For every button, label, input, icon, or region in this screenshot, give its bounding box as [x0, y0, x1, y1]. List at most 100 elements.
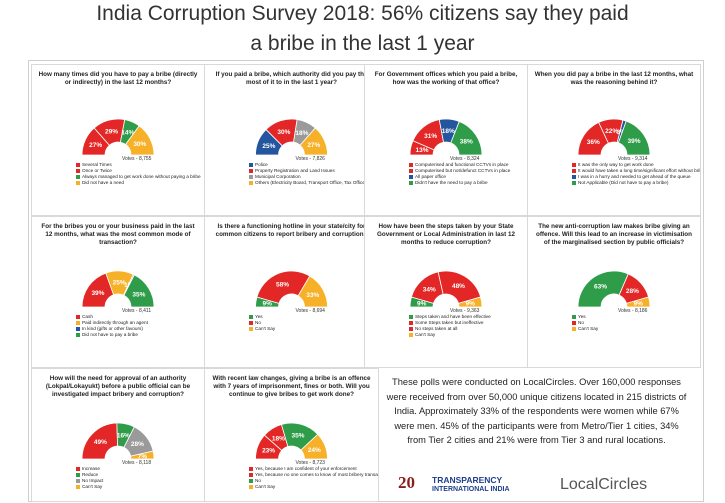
- slice-label-3: 48%: [452, 283, 465, 290]
- legend-swatch: [249, 466, 253, 471]
- legend-swatch: [409, 168, 413, 173]
- chart-panel-3: For Government offices which you paid a …: [364, 64, 528, 216]
- legend-item: Yes, because I am confident of your enfo…: [249, 466, 378, 472]
- page-title-line-2: a bribe in the last 1 year: [250, 32, 475, 55]
- legend-label: Reduce: [82, 472, 99, 478]
- legend-item: Yes: [249, 314, 275, 320]
- legend-item: Once or Twice: [76, 168, 201, 174]
- legend-item: Paid indirectly through an agent: [76, 320, 148, 326]
- legend-item: Can't Say: [249, 326, 275, 332]
- legend-label: Not Applicable (Did not have to pay a br…: [578, 180, 669, 186]
- chart-panel-9: How will the need for approval of an aut…: [31, 368, 205, 502]
- legend-swatch: [76, 314, 80, 319]
- votes-label: Votes - 8,723: [296, 460, 326, 466]
- legend-item: Municipal Corporation: [249, 174, 377, 180]
- legend-label: Yes, because I am confident of your enfo…: [255, 466, 357, 471]
- legend-swatch: [572, 320, 576, 325]
- legend-swatch: [409, 320, 413, 325]
- slice-label-4: 38%: [460, 138, 473, 145]
- slice-label-4: 7%: [138, 454, 148, 461]
- legend-item: It would have taken a long time/signific…: [572, 168, 701, 174]
- slice-label-2: 34%: [423, 286, 436, 293]
- slice-4: [450, 121, 483, 156]
- legend-swatch: [572, 162, 576, 167]
- legend-item: No: [249, 478, 378, 484]
- slice-4: [457, 296, 483, 308]
- legend: Computerised and functional CCTVs in pla…: [409, 162, 510, 186]
- legend-label: Always managed to get work done without …: [82, 174, 201, 180]
- slice-label-1: 63%: [594, 284, 607, 291]
- legend: Yes, because I am confident of your enfo…: [249, 466, 379, 490]
- legend: Yes No Can't Say: [249, 314, 275, 332]
- legend-label: Paid indirectly through an agent: [82, 320, 148, 326]
- semi-donut-chart: 13% 31% 18% 38% Votes - 8,324: [409, 118, 483, 162]
- slice-label-1: 27%: [89, 142, 102, 149]
- slice-label-1: 23%: [262, 448, 275, 455]
- legend: Cash Paid indirectly through an agent In k…: [76, 314, 148, 338]
- semi-donut-chart: 49% 16%28% 7%Votes - 8,118: [81, 422, 155, 466]
- legend-swatch: [249, 478, 253, 483]
- legend-label: Yes: [255, 314, 263, 319]
- page-title-line-1: India Corruption Survey 2018: 56% citize…: [96, 2, 629, 25]
- legend-label: Can't Say: [578, 326, 599, 332]
- semi-donut-chart: 39%25%1%35%Votes - 8,411: [81, 270, 155, 314]
- slice-label-3: 33%: [306, 292, 319, 299]
- slice-1: [81, 422, 119, 460]
- legend-label: No: [255, 478, 261, 484]
- slice-4: [617, 120, 651, 156]
- legend-label: Computerised and functional CCTVs in pla…: [415, 162, 509, 167]
- legend-label: I was in a hurry and needed to get ahead…: [578, 174, 691, 180]
- slice-label-1: 49%: [94, 439, 107, 446]
- slice-label-2: 29%: [105, 129, 118, 136]
- semi-donut-chart: 9%34% 48%9%Votes - 9,363: [409, 270, 483, 314]
- slice-label-3: 18%: [442, 128, 455, 135]
- question-text: For Government offices which you paid a …: [374, 71, 518, 87]
- transparency-international-logo: 20 TRANSPARENCY INTERNATIONAL INDIA: [396, 471, 516, 497]
- legend-label: Can't Say: [82, 484, 103, 490]
- legend-label: Police: [255, 162, 268, 167]
- legend-item: Others (Electricity Board, Transport Off…: [249, 180, 377, 186]
- chart-panel-2: If you paid a bribe, which authority did…: [204, 64, 379, 216]
- legend-swatch: [249, 320, 253, 325]
- votes-label: Votes - 7,826: [296, 156, 326, 162]
- votes-label: Votes - 8,411: [122, 308, 151, 314]
- slice-label-3: 14%: [121, 130, 134, 137]
- legend-swatch: [572, 314, 576, 319]
- slice-label-1: 9%: [417, 301, 427, 308]
- legend-item: No Impact: [76, 478, 103, 484]
- ti-line-2: INTERNATIONAL INDIA: [432, 486, 510, 493]
- localcircles-wordmark: LocalCircles: [560, 476, 647, 493]
- slice-label-2: 16%: [117, 432, 130, 439]
- slice-label-2: 28%: [626, 288, 639, 295]
- legend-label: Steps taken and have been effective: [415, 314, 491, 319]
- legend-label: Yes: [578, 314, 586, 319]
- slice-label-4: 35%: [132, 291, 145, 298]
- votes-label: Votes - 9,363: [450, 308, 480, 314]
- question-text: If you paid a bribe, which authority did…: [215, 71, 368, 87]
- legend-item: Always managed to get work done without …: [76, 174, 201, 180]
- chart-panel-4: When you did pay a bribe in the last 12 …: [527, 64, 701, 216]
- legend-label: Others (Electricity Board, Transport Off…: [255, 180, 377, 186]
- legend-swatch: [76, 466, 80, 471]
- legend-swatch: [409, 162, 413, 167]
- legend-label: Yes, because no one comes to know of mos…: [255, 472, 379, 478]
- slice-3: [625, 296, 651, 308]
- legend-item: Computerised but not/defunct CCTVs in pl…: [409, 168, 510, 174]
- legend-item: In kind (gifts or other favours): [76, 326, 148, 332]
- legend-item: Several Times: [76, 162, 201, 168]
- semi-donut-chart: 63% 28% 9%Votes - 8,186: [577, 270, 651, 314]
- question-text: When you did pay a bribe in the last 12 …: [534, 71, 694, 87]
- legend-label: Didn't have the need to pay a bribe: [415, 180, 488, 186]
- legend-item: Increase: [76, 466, 103, 472]
- legend-item: Can't Say: [409, 332, 491, 338]
- question-text: How many times did you have to pay a bri…: [38, 71, 198, 87]
- legend-item: No: [249, 320, 275, 326]
- legend-label: It would have taken a long time/signific…: [578, 168, 701, 174]
- legend-item: Yes: [572, 314, 598, 320]
- question-text: Is there a functioning hotline in your s…: [215, 223, 368, 239]
- legend-label: Once or Twice: [82, 168, 112, 174]
- legend: Increase Reduce No Impact Can't Say: [76, 466, 103, 490]
- legend-label: No: [578, 320, 584, 326]
- legend-swatch: [249, 326, 253, 331]
- slice-label-1: 39%: [91, 290, 104, 297]
